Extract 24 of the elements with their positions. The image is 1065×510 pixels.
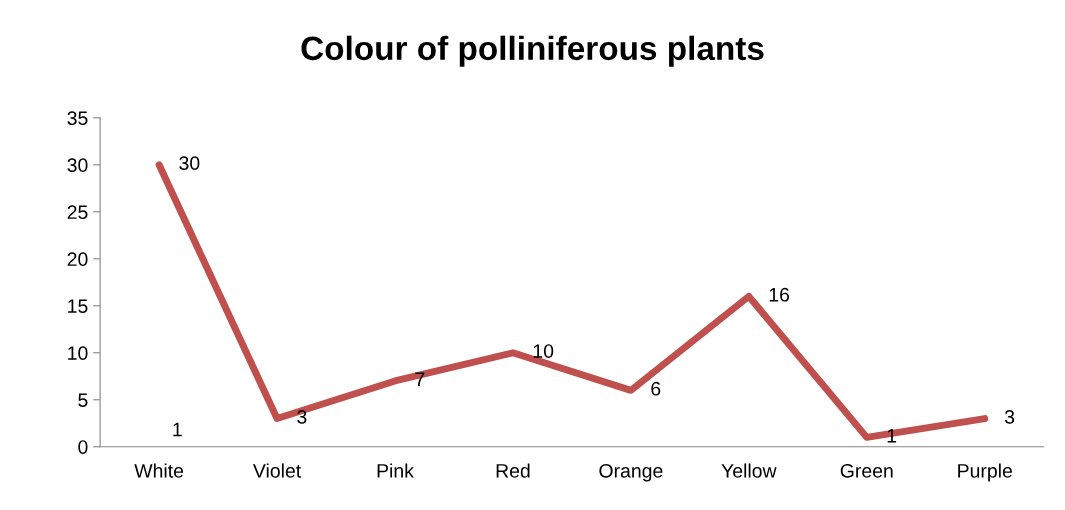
chart-title: Colour of polliniferous plants	[301, 35, 764, 67]
y-tick-label: 15	[68, 299, 88, 314]
x-tick-label: Purple	[958, 463, 1012, 482]
annotation: 1	[173, 422, 182, 437]
x-tick-label: Orange	[599, 463, 663, 482]
data-label: 3	[297, 410, 307, 424]
x-tick-label: Violet	[252, 463, 302, 478]
y-tick-label: 0	[78, 440, 88, 454]
data-label: 3	[1004, 410, 1015, 424]
x-tick-label: Pink	[377, 463, 414, 478]
y-tick-label: 5	[78, 393, 88, 407]
x-tick-label: Yellow	[721, 463, 777, 478]
data-label: 16	[769, 287, 790, 302]
y-tick-label: 10	[68, 346, 88, 361]
data-label: 10	[533, 344, 554, 358]
x-tick-label: White	[134, 463, 184, 478]
y-tick-label: 35	[67, 111, 88, 126]
data-label: 6	[651, 381, 661, 396]
x-tick-label: Red	[496, 463, 530, 478]
data-label: 30	[179, 156, 200, 171]
y-tick-label: 20	[67, 252, 88, 267]
y-tick-label: 30	[67, 158, 88, 173]
x-tick-label: Green	[840, 463, 893, 478]
y-tick-label: 25	[67, 205, 88, 220]
